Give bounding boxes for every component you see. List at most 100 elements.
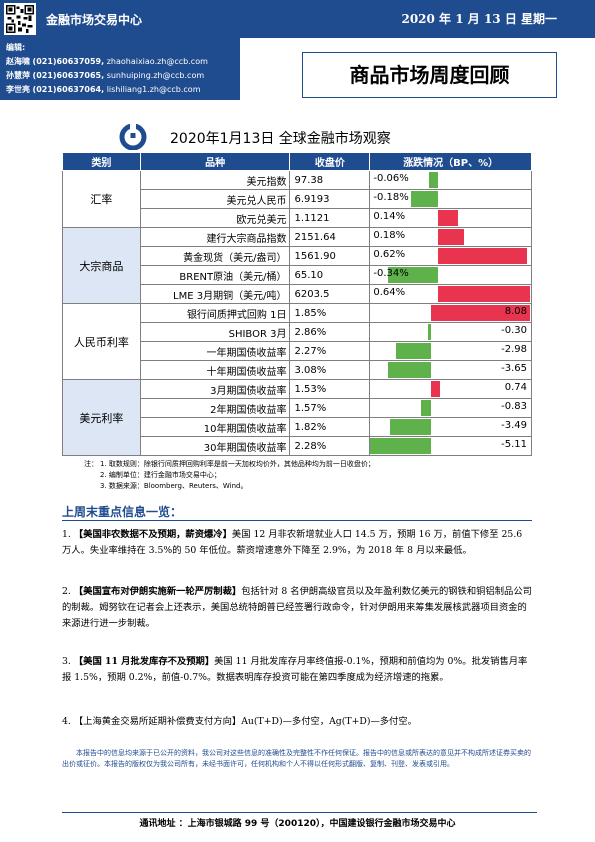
table-row: 30年期国债收益率 2.28% -5.11 [63, 436, 532, 456]
change-bar-positive [437, 248, 528, 264]
close-value: 1.85% [289, 303, 371, 323]
news-number: 4. [62, 716, 71, 727]
note-item: 1. 取数规则：除银行间质押回购利率是前一天加权均价外，其他品种均为前一日收盘价… [100, 460, 375, 468]
editor-line: 孙慧萍 (021)60637065, sunhuiping.zh@ccb.com [6, 69, 234, 83]
editor-line: 赵海啸 (021)60637059, zhaohaixiao.zh@ccb.co… [6, 55, 234, 69]
instrument-name: 十年期国债收益率 [139, 360, 291, 380]
change-value: 0.14% [373, 211, 406, 222]
change-value: 0.74 [504, 382, 527, 393]
note-item: 2. 编制单位：建行金融市场交易中心； [100, 471, 221, 479]
news-body: 包括针对 8 名伊朗高级官员以及年盈利数亿美元的钢铁和铜铝制品公司的制裁。姆努钦… [62, 586, 532, 629]
change-cell: -0.30 [369, 322, 532, 342]
table-row: 十年期国债收益率 3.08% -3.65 [63, 360, 532, 380]
news-title: 【美国 11 月批发库存不及预期】 [73, 656, 215, 667]
section-divider [62, 520, 532, 521]
editors-panel: 编辑: 赵海啸 (021)60637059, zhaohaixiao.zh@cc… [0, 38, 240, 100]
report-title: 商品市场周度回顾 [302, 52, 557, 98]
change-bar-positive [437, 229, 464, 245]
editor-email: sunhuiping.zh@ccb.com [106, 71, 205, 80]
change-bar-negative [370, 438, 432, 454]
close-value: 1.57% [289, 398, 371, 418]
instrument-name: 3月期国债收益率 [139, 379, 291, 399]
table-notes: 注： 1. 取数规则：除银行间质押回购利率是前一天加权均价外，其他品种均为前一日… [84, 459, 540, 492]
footer-address: 通讯地址 ：上海市银城路 99 号（200120），中国建设银行金融市场交易中心 [139, 819, 456, 829]
category-cell: 人民币利率 [62, 303, 141, 380]
department-name: 金融市场交易中心 [46, 13, 143, 27]
editors-label: 编辑: [6, 43, 26, 52]
change-cell: -0.18% [369, 189, 532, 209]
header-change: 涨跌情况（BP、%） [369, 152, 532, 171]
close-value: 3.08% [289, 360, 371, 380]
instrument-name: 2年期国债收益率 [139, 398, 291, 418]
category-cell: 大宗商品 [62, 227, 141, 304]
table-header-row: 类别 品种 收盘价 涨跌情况（BP、%） [62, 152, 532, 171]
news-title: 【上海黄金交易所延期补偿费支付方向】 [73, 716, 242, 727]
change-value: -3.49 [501, 420, 527, 431]
instrument-name: 银行间质押式回购 1日 [139, 303, 291, 323]
header-instrument: 品种 [139, 152, 291, 171]
header-category: 类别 [62, 152, 141, 171]
editor-phone: (021)60637059, [32, 57, 105, 66]
table-row: SHIBOR 3月 2.86% -0.30 [63, 322, 532, 342]
close-value: 2151.64 [289, 227, 371, 247]
editor-name: 孙慧萍 [6, 71, 30, 80]
table-row: 一年期国债收益率 2.27% -2.98 [63, 341, 532, 361]
close-value: 1.1121 [289, 208, 371, 228]
news-number: 3. [62, 656, 71, 667]
news-item: 2. 【美国宣布对伊朗实施新一轮严厉制裁】包括针对 8 名伊朗高级官员以及年盈利… [62, 584, 534, 632]
editor-email: lishiliang1.zh@ccb.com [106, 85, 201, 94]
ccb-logo-icon [119, 124, 147, 150]
change-value: -2.98 [501, 344, 527, 355]
change-value: 0.62% [373, 249, 406, 260]
notes-label: 注： [84, 460, 98, 468]
header-close: 收盘价 [289, 152, 371, 171]
change-value: -3.65 [501, 363, 527, 374]
change-bar-negative [411, 191, 438, 207]
table-row: LME 3月期铜（美元/吨） 6203.5 0.64% [63, 284, 532, 304]
change-value: -5.11 [501, 439, 527, 450]
change-value: 0.18% [373, 230, 406, 241]
change-bar-negative [427, 324, 432, 340]
close-value: 6203.5 [289, 284, 371, 304]
report-date: 2020 年 1 月 13 日 星期一 [401, 12, 557, 26]
instrument-name: 一年期国债收益率 [139, 341, 291, 361]
news-item: 1. 【美国非农数据不及预期，薪资爆冷】美国 12 月非农新增就业人口 14.5… [62, 527, 534, 559]
instrument-name: 黄金现货（美元/盎司） [139, 246, 291, 266]
change-bar-positive [437, 286, 531, 302]
news-item: 3. 【美国 11 月批发库存不及预期】美国 11 月批发库存月率终值报-0.1… [62, 654, 534, 686]
news-body: 美国 11 月批发库存月率终值报-0.1%，预期和前值均为 0%。批发销售月率报… [62, 656, 528, 683]
news-body: Au(T+D)—多付空，Ag(T+D)—多付空。 [241, 716, 417, 727]
change-cell: 0.14% [369, 208, 532, 228]
instrument-name: 10年期国债收益率 [139, 417, 291, 437]
change-cell: 0.62% [369, 246, 532, 266]
close-value: 1.82% [289, 417, 371, 437]
close-value: 2.28% [289, 436, 371, 456]
change-value: -0.83 [501, 401, 527, 412]
instrument-name: 建行大宗商品指数 [139, 227, 291, 247]
close-value: 1.53% [289, 379, 371, 399]
change-value: -0.06% [373, 173, 409, 184]
news-title: 【美国宣布对伊朗实施新一轮严厉制裁】 [73, 586, 242, 597]
category-cell: 美元利率 [62, 379, 141, 456]
change-cell: -5.11 [369, 436, 532, 456]
editor-email: zhaohaixiao.zh@ccb.com [106, 57, 208, 66]
change-value: -0.18% [373, 192, 409, 203]
news-title: 【美国非农数据不及预期，薪资爆冷】 [73, 529, 232, 540]
close-value: 6.9193 [289, 189, 371, 209]
note-item: 3. 数据来源：Bloomberg、Reuters、Wind。 [100, 482, 248, 490]
close-value: 1561.90 [289, 246, 371, 266]
change-value: -0.34% [373, 268, 409, 279]
change-value: 0.64% [373, 287, 406, 298]
change-bar-negative [389, 419, 432, 435]
table-row: BRENT原油（美元/桶） 65.10 -0.34% [63, 265, 532, 285]
table-row: 大宗商品 建行大宗商品指数 2151.64 0.18% [62, 227, 532, 304]
headline: 2020年1月13日 全球金融市场观察 [118, 124, 468, 150]
category-cell: 汇率 [62, 170, 141, 228]
instrument-name: 美元兑人民币 [139, 189, 291, 209]
market-table: 类别 品种 收盘价 涨跌情况（BP、%） 汇率 美元指数 97.38 -0.06% 美元… [62, 152, 532, 456]
change-bar-positive [431, 381, 441, 397]
close-value: 2.86% [289, 322, 371, 342]
editor-line: 李世亮 (021)60637064, lishiliang1.zh@ccb.co… [6, 83, 234, 97]
news-number: 1. [62, 529, 71, 540]
